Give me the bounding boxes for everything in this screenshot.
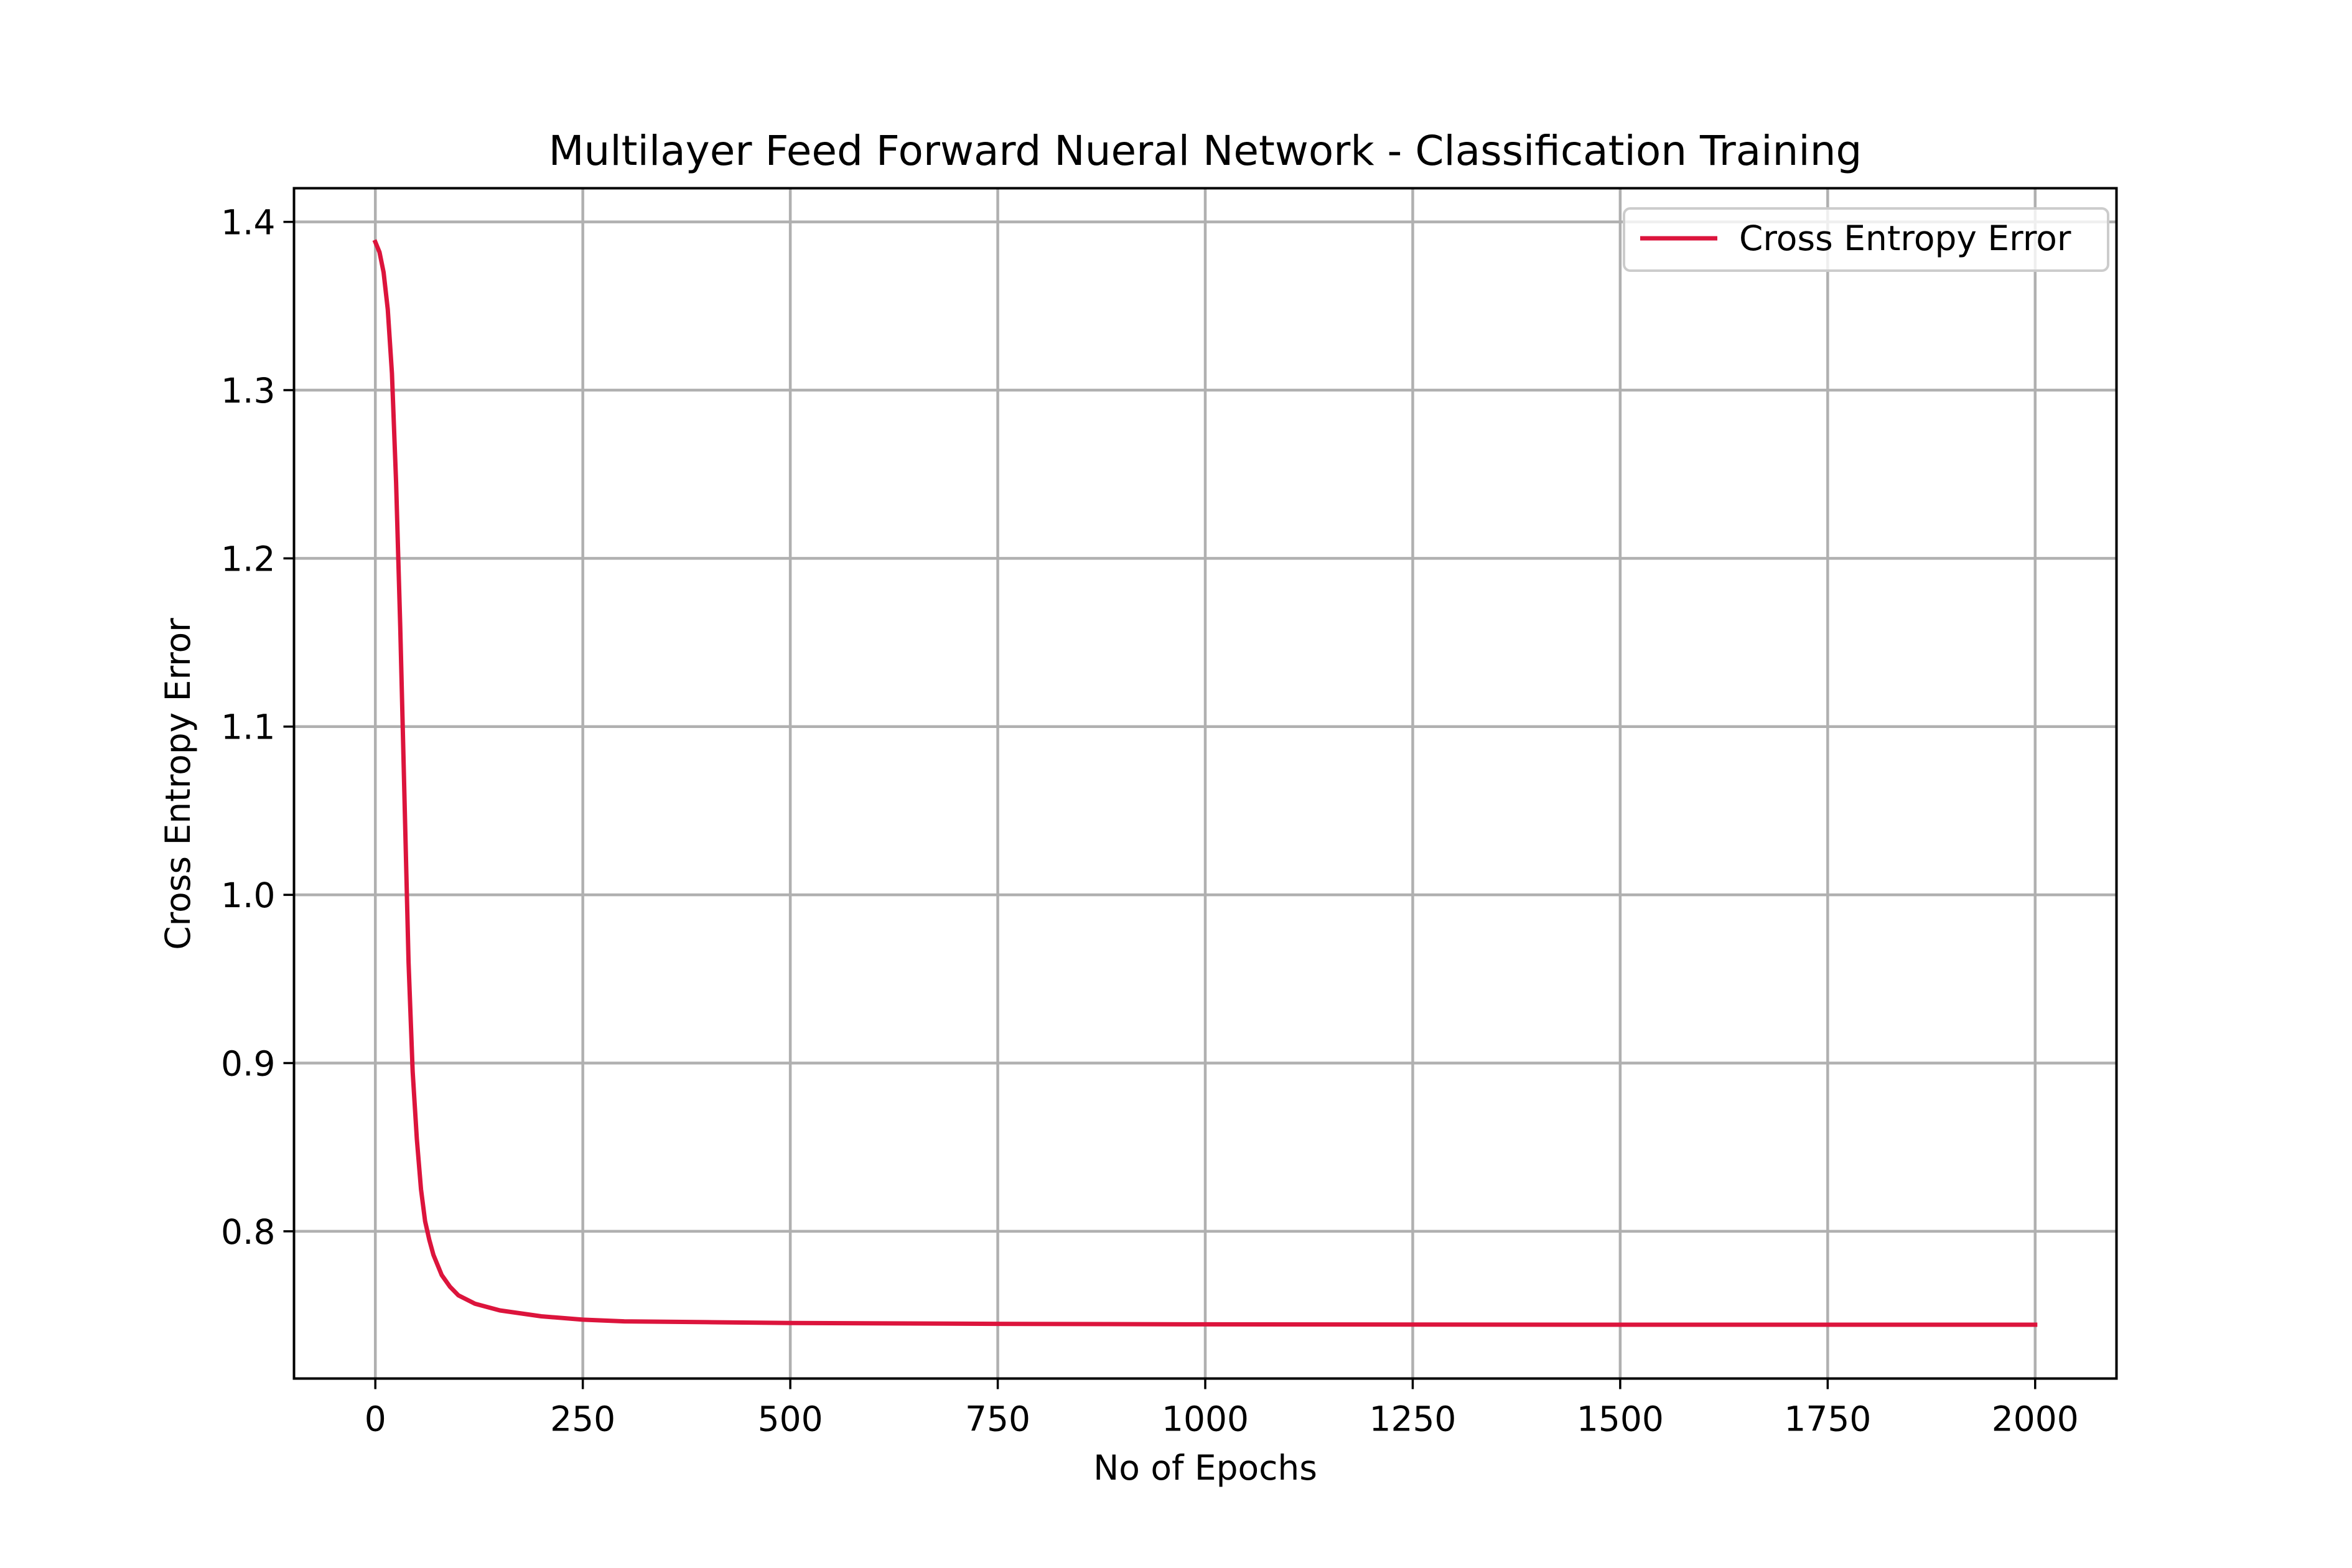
x-tick-label: 2000 — [1992, 1399, 2079, 1439]
y-tick-label: 1.3 — [221, 371, 275, 411]
grid — [294, 188, 2117, 1379]
x-tick-label: 500 — [758, 1399, 823, 1439]
x-tick-label: 1750 — [1784, 1399, 1871, 1439]
x-tick-label: 750 — [965, 1399, 1030, 1439]
legend: Cross Entropy Error — [1623, 207, 2109, 272]
x-tick-label: 250 — [550, 1399, 615, 1439]
y-tick-label: 0.8 — [221, 1212, 275, 1252]
x-axis-label: No of Epochs — [1093, 1448, 1317, 1488]
x-tick-label: 1250 — [1369, 1399, 1456, 1439]
y-tick-label: 0.9 — [221, 1044, 275, 1084]
legend-entry-label: Cross Entropy Error — [1739, 218, 2071, 258]
plot-area — [372, 239, 2038, 1327]
series-line-cross-entropy-error — [372, 239, 2038, 1327]
y-tick-label: 1.2 — [221, 539, 275, 579]
y-tick-label: 1.1 — [221, 707, 275, 747]
axes-ticks: 0 250 500 750 1000 1250 1500 1750 2000 0.8 0.9 1.0 1… — [221, 203, 2079, 1439]
x-tick-label: 0 — [365, 1399, 386, 1439]
chart-title: Multilayer Feed Forward Nueral Network -… — [549, 127, 1862, 175]
y-tick-label: 1.4 — [221, 203, 275, 243]
x-tick-label: 1000 — [1162, 1399, 1249, 1439]
y-axis-label: Cross Entropy Error — [158, 618, 198, 950]
x-tick-label: 1500 — [1577, 1399, 1664, 1439]
legend-box — [1623, 207, 2109, 272]
y-tick-label: 1.0 — [221, 875, 275, 915]
